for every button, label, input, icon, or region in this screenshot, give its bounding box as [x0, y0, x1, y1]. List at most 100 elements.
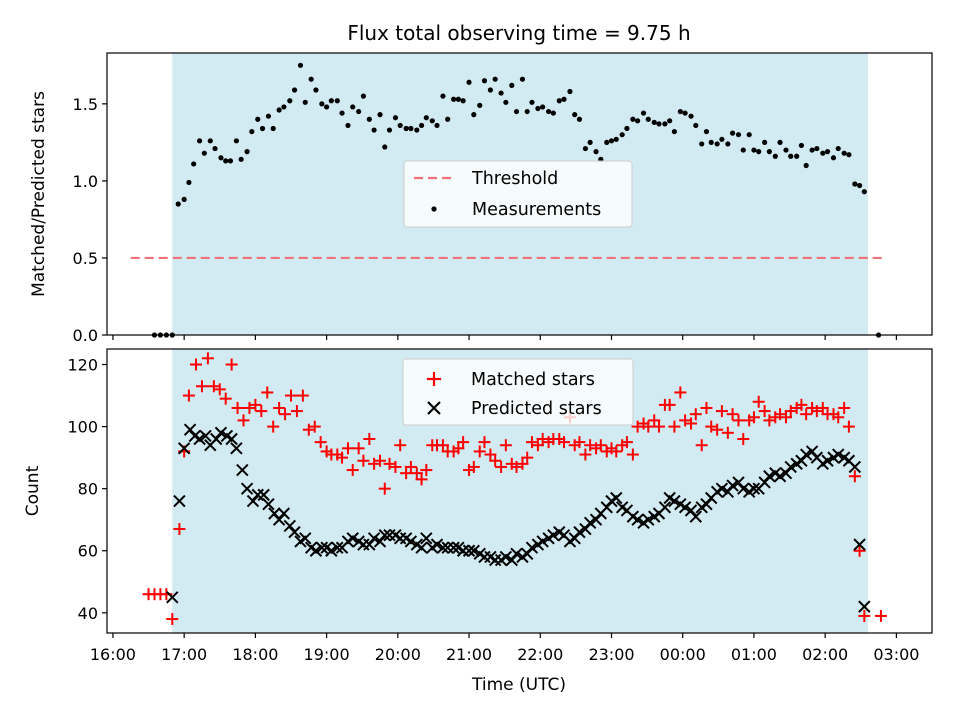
measurement-point — [291, 87, 298, 93]
predicted-star-point — [467, 544, 481, 557]
measurement-point — [835, 145, 841, 152]
predicted-star-point — [568, 532, 581, 545]
measurement-point — [360, 93, 367, 99]
predicted-star-stroke-b — [715, 482, 729, 495]
predicted-star-point — [199, 429, 212, 443]
predicted-star-stroke-b — [467, 544, 481, 557]
measurement-point — [708, 139, 714, 145]
matched-star-point — [389, 460, 402, 473]
predicted-star-stroke-b — [525, 541, 539, 554]
matched-star-point — [715, 405, 728, 418]
measurement-point — [265, 113, 272, 119]
predicted-star-point — [583, 516, 597, 530]
measurement-point — [824, 149, 831, 155]
matched-star-point — [832, 411, 845, 424]
measurement-point — [481, 78, 488, 84]
measurement-point — [820, 150, 826, 156]
measurement-point — [524, 108, 530, 115]
measurement-point — [619, 132, 625, 138]
predicted-star-point — [436, 541, 450, 554]
predicted-star-stroke-b — [462, 544, 476, 557]
predicted-star-point — [853, 538, 866, 551]
predicted-star-stroke-b — [499, 550, 513, 564]
predicted-star-stroke-b — [805, 445, 819, 458]
predicted-star-stroke-b — [769, 466, 782, 480]
matched-star-point — [195, 380, 208, 393]
predicted-star-stroke-b — [726, 479, 739, 492]
predicted-star-stroke-b — [758, 476, 771, 489]
predicted-star-stroke-b — [674, 497, 687, 511]
predicted-star-point — [779, 466, 793, 480]
predicted-star-stroke-b — [183, 423, 197, 436]
matched-star-point — [795, 398, 808, 411]
matched-star-point — [284, 389, 297, 402]
predicted-star-stroke-b — [684, 504, 698, 517]
predicted-star-stroke-b — [568, 532, 581, 545]
matched-star-point — [620, 436, 633, 449]
predicted-star-stroke-b — [553, 525, 566, 539]
measurement-point — [259, 125, 266, 132]
matched-star-point — [410, 467, 423, 480]
legend-measurements-label: Measurements — [472, 200, 601, 220]
measurement-point — [227, 158, 234, 164]
matched-star-point — [626, 448, 639, 461]
matched-star-point — [531, 439, 544, 452]
measurement-point — [714, 141, 720, 147]
predicted-star-stroke-b — [547, 529, 560, 542]
matched-star-point — [484, 448, 497, 461]
measurement-point — [635, 118, 641, 124]
measurement-point — [249, 128, 255, 135]
predicted-star-point — [346, 532, 359, 545]
predicted-star-stroke-b — [367, 532, 381, 545]
measurement-point — [434, 122, 440, 129]
measurement-point — [529, 99, 535, 105]
predicted-star-stroke-b — [199, 429, 212, 443]
matched-star-point — [219, 392, 232, 405]
measurement-point — [656, 121, 662, 127]
predicted-star-stroke-b — [721, 485, 735, 498]
predicted-star-point — [732, 476, 745, 489]
x-tick-label: 22:00 — [517, 645, 563, 664]
measurement-point — [852, 181, 858, 187]
predicted-star-point — [747, 482, 761, 495]
predicted-star-point — [521, 547, 534, 561]
measurement-point — [809, 147, 815, 153]
predicted-star-point — [214, 426, 228, 440]
predicted-star-stroke-b — [304, 541, 318, 554]
y-tick-label: 1.5 — [73, 95, 98, 114]
predicted-star-point — [257, 488, 270, 502]
predicted-star-point — [272, 513, 286, 526]
predicted-star-point — [230, 442, 243, 455]
measurement-point — [794, 153, 800, 159]
measurement-point — [466, 79, 472, 85]
matched-star-point — [816, 401, 829, 414]
x-axis-label: Time (UTC) — [471, 675, 566, 695]
predicted-star-stroke-b — [620, 504, 634, 517]
predicted-star-point — [236, 463, 249, 477]
matched-star-point — [732, 414, 745, 427]
matched-star-point — [182, 389, 195, 402]
predicted-star-point — [547, 529, 560, 542]
measurement-point — [803, 162, 809, 169]
predicted-star-stroke-b — [246, 494, 260, 508]
matched-star-point — [779, 411, 792, 424]
predicted-star-stroke-b — [747, 482, 761, 495]
matched-star-point — [420, 464, 433, 477]
top-y-axis-ticks: 0.0 0.5 1.0 1.5 — [73, 95, 107, 345]
measurement-point — [334, 98, 340, 104]
measurement-point — [545, 108, 552, 115]
predicted-star-stroke-b — [272, 513, 286, 526]
measurement-point — [451, 96, 457, 102]
predicted-star-stroke-b — [837, 451, 851, 464]
predicted-star-stroke-b — [399, 532, 413, 545]
predicted-star-stroke-b — [579, 522, 592, 536]
measurement-point — [244, 149, 250, 155]
predicted-star-point — [536, 535, 549, 548]
matched-star-point — [610, 445, 623, 458]
measurement-point — [403, 125, 409, 132]
matched-star-point — [747, 411, 760, 424]
measurement-point — [382, 144, 388, 150]
predicted-star-point — [462, 544, 476, 557]
measurement-point — [196, 138, 203, 144]
predicted-star-point — [737, 482, 750, 495]
